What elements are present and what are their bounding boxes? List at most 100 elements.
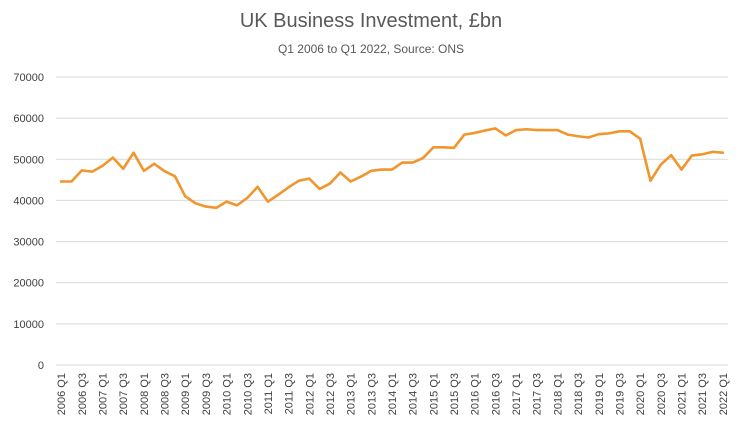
data-point <box>576 135 580 138</box>
data-point <box>173 174 177 178</box>
x-tick-label: 2009 Q3 <box>201 373 213 415</box>
x-tick-label: 2007 Q3 <box>118 373 130 415</box>
data-point <box>235 204 239 207</box>
chart-title: UK Business Investment, £bn <box>239 10 503 32</box>
data-point <box>287 186 290 189</box>
x-tick-label: 2017 Q1 <box>511 373 523 415</box>
y-tick-label: 10000 <box>13 319 44 331</box>
x-tick-label: 2021 Q1 <box>676 373 688 415</box>
data-point <box>153 162 156 166</box>
x-tick-label: 2011 Q1 <box>263 373 275 414</box>
x-tick-label: 2016 Q3 <box>490 373 502 415</box>
chart-subtitle: Q1 2006 to Q1 2022, Source: ONS <box>277 42 465 56</box>
data-point <box>328 182 332 185</box>
data-point <box>349 180 352 183</box>
x-tick-label: 2019 Q3 <box>614 373 626 415</box>
data-point <box>390 168 394 171</box>
data-point <box>432 146 435 149</box>
data-point <box>266 200 270 203</box>
data-point <box>339 171 342 174</box>
x-tick-label: 2017 Q3 <box>532 373 544 415</box>
data-point <box>597 132 600 136</box>
data-point <box>659 163 662 166</box>
y-tick-label: 20000 <box>13 278 44 290</box>
data-point <box>163 170 166 173</box>
data-point <box>90 170 94 173</box>
data-point <box>359 175 363 178</box>
x-tick-label: 2020 Q3 <box>656 373 668 415</box>
data-point <box>504 134 507 137</box>
data-point <box>194 202 197 205</box>
data-point <box>514 128 518 132</box>
y-tick-label: 40000 <box>13 195 44 207</box>
x-tick-label: 2018 Q1 <box>552 373 564 415</box>
series-line-0 <box>59 127 725 210</box>
y-tick-label: 70000 <box>13 72 44 84</box>
data-point <box>225 200 228 203</box>
data-point <box>70 180 73 183</box>
x-tick-label: 2012 Q1 <box>304 373 316 415</box>
x-tick-label: 2014 Q3 <box>408 373 420 415</box>
data-point <box>669 153 673 157</box>
data-point <box>442 146 445 149</box>
data-point <box>721 151 725 154</box>
gridlines <box>56 76 728 366</box>
data-point <box>132 151 135 154</box>
x-tick-label: 2008 Q3 <box>160 373 172 415</box>
x-tick-label: 2021 Q3 <box>697 373 709 415</box>
data-point <box>142 169 146 173</box>
data-point <box>370 169 373 173</box>
x-tick-label: 2015 Q3 <box>449 373 461 415</box>
data-point <box>525 128 528 131</box>
x-tick-label: 2012 Q3 <box>325 373 337 415</box>
x-tick-label: 2022 Q1 <box>718 373 730 415</box>
data-point <box>700 153 704 156</box>
data-point <box>401 161 404 164</box>
x-tick-label: 2015 Q1 <box>428 373 440 415</box>
data-point <box>215 206 218 210</box>
data-point <box>483 129 487 132</box>
data-point <box>452 146 456 149</box>
data-point <box>80 169 84 172</box>
x-tick-label: 2006 Q3 <box>77 373 89 415</box>
data-point <box>473 131 476 135</box>
data-point <box>556 128 559 132</box>
data-point <box>566 133 569 136</box>
x-tick-label: 2013 Q3 <box>366 373 378 415</box>
x-tick-label: 2018 Q3 <box>573 373 585 415</box>
x-tick-label: 2013 Q1 <box>346 373 358 415</box>
x-tick-label: 2019 Q1 <box>594 373 606 415</box>
x-tick-label: 2014 Q1 <box>387 373 399 415</box>
y-tick-label: 30000 <box>13 237 44 249</box>
data-point <box>618 130 621 133</box>
data-point <box>711 150 714 154</box>
data-point <box>111 156 115 159</box>
x-tick-label: 2010 Q1 <box>222 373 234 415</box>
data-point <box>421 156 425 160</box>
data-point <box>101 164 104 168</box>
x-tick-label: 2006 Q1 <box>56 373 68 415</box>
data-point <box>535 128 538 132</box>
data-point <box>122 167 125 170</box>
data-point <box>545 128 549 132</box>
x-tick-label: 2010 Q3 <box>242 373 254 415</box>
data-point <box>277 193 280 196</box>
x-tick-label: 2011 Q3 <box>284 373 296 414</box>
x-axis-labels: 2006 Q1 2006 Q3 2007 Q1 2007 Q3 2008 Q1 2008 … <box>56 373 730 415</box>
x-tick-label: 2020 Q1 <box>635 373 647 415</box>
data-point <box>297 179 301 182</box>
data-point <box>59 180 63 183</box>
x-tick-label: 2007 Q1 <box>98 373 110 415</box>
data-point <box>256 185 259 189</box>
data-point <box>628 130 631 133</box>
data-point <box>380 168 383 171</box>
data-point <box>587 136 590 139</box>
data-point <box>204 205 208 208</box>
y-tick-label: 50000 <box>13 154 44 166</box>
x-tick-label: 2008 Q1 <box>139 373 151 415</box>
y-tick-label: 60000 <box>13 113 44 125</box>
y-axis-labels: 0 10000 20000 30000 40000 50000 60000 70000 <box>13 72 44 372</box>
data-point <box>246 196 249 200</box>
data-point <box>411 161 414 164</box>
